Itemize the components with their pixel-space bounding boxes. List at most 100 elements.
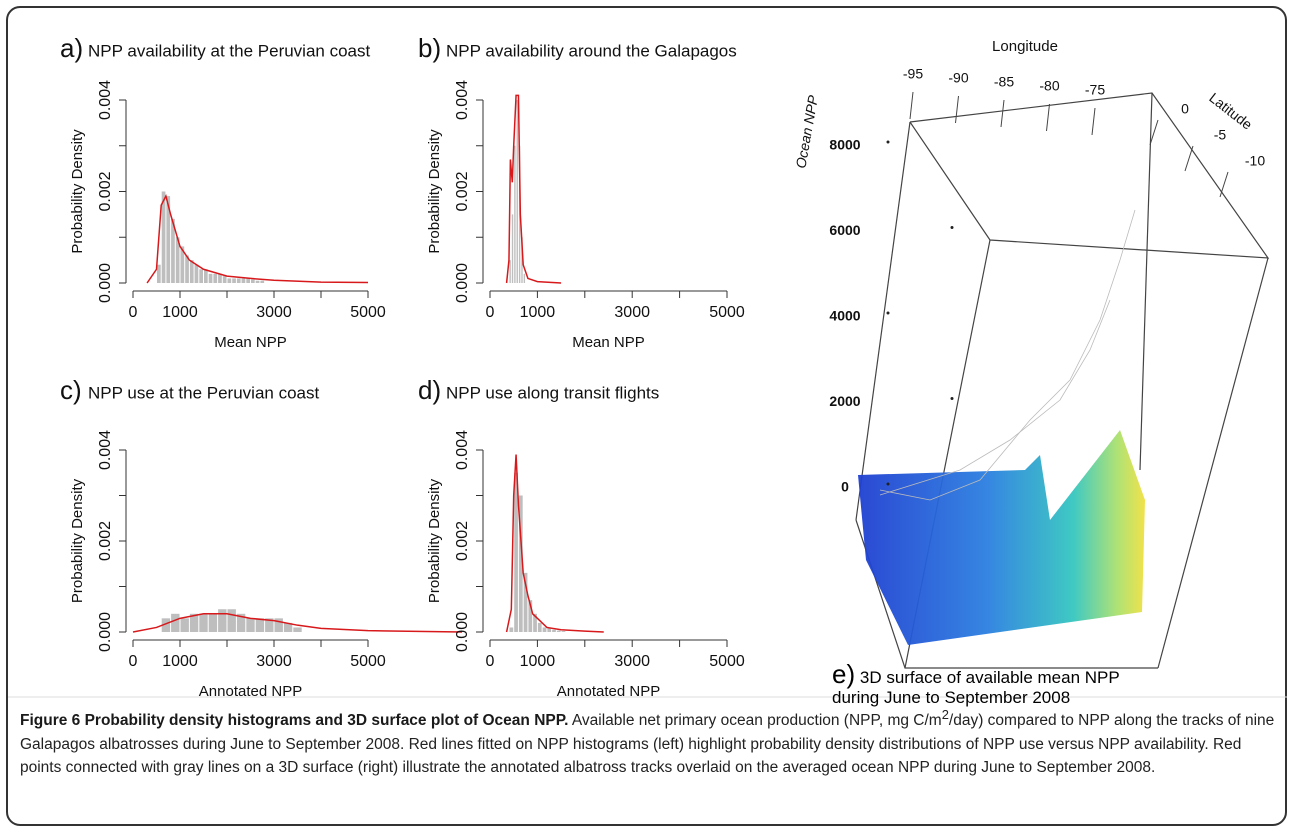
panel-title: NPP use at the Peruvian coast [88,383,319,402]
panel-label: d) [418,375,441,405]
y-tick-label: 0.004 [454,430,471,470]
density-line [505,454,604,633]
x-tick-label: 1000 [162,304,198,321]
z-tick-label: 4000 [829,308,860,324]
x-tick-label: 3000 [614,304,650,321]
bar [509,260,511,283]
x-tick-label: -75 [1085,82,1105,98]
y-tick-label: 0.002 [454,521,471,561]
x-tick-label: 0 [486,653,495,670]
z-tick-label: 8000 [829,137,860,153]
y-tick-label: -5 [1214,127,1227,143]
bar [552,629,556,632]
x-tick-label: -95 [903,66,923,82]
x-axis-label: Annotated NPP [199,683,302,700]
bar [204,269,208,283]
x-tick-label: -90 [948,70,968,86]
bar [518,495,523,632]
caption-heading: Figure 6 Probability density histograms … [20,712,569,730]
y-tick [1184,145,1194,172]
caption-sup: 2 [941,707,949,722]
x-tick-label: -85 [994,74,1014,90]
x-tick-label: 1000 [520,304,556,321]
z-tick [886,482,890,486]
x-axis-label: Mean NPP [572,334,645,351]
panel-title: NPP availability around the Galapagos [446,41,737,60]
track-lines [879,209,1136,501]
x-tick [1000,99,1005,128]
bar [241,278,246,283]
bar [199,613,208,632]
caption: Figure 6 Probability density histograms … [20,703,1275,780]
bar [542,627,547,632]
y-tick [1219,171,1229,198]
y-tick-label: 0.002 [97,171,114,211]
x-tick-label: 3000 [256,304,292,321]
x-tick [909,91,914,120]
density-line [505,94,562,284]
density-line [132,613,463,633]
density-line [146,193,369,284]
z-tick [886,140,890,144]
bar [293,627,302,632]
y-tick-label: 0.000 [454,263,471,303]
x-tick [955,95,959,124]
bar [213,273,218,283]
bar [175,237,180,283]
x-tick-label: 1000 [520,653,556,670]
bar [514,145,516,283]
bar [236,613,246,632]
panel-title: NPP use along transit flights [446,383,659,402]
bar [509,627,514,632]
x-tick-label: 0 [129,653,138,670]
z-tick [886,311,890,315]
bar [556,630,561,632]
x-tick-label: 3000 [614,653,650,670]
bar [274,618,283,632]
surface [858,430,1145,645]
z-tick-label: 6000 [829,222,860,238]
x-tick-label: 5000 [709,304,745,321]
bar [171,218,175,283]
y-axis-label: Probability Density [426,129,443,254]
y-tick-label: 0.004 [454,80,471,120]
y-tick-label: 0.000 [97,263,114,303]
x-tick-label: 5000 [350,304,386,321]
panel-e-title: e) 3D surface of available mean NPP duri… [832,661,1162,708]
y-axis-label: Probability Density [69,478,86,603]
caption-text: /day) compared to NPP along the tracks o… [20,712,1275,777]
z-tick-label: 2000 [829,393,860,409]
bar [523,572,528,632]
bar [189,613,199,632]
bar [171,613,180,632]
bar [157,264,161,283]
y-axis-label: Probability Density [426,478,443,603]
z-tick [950,226,954,229]
panel-title: NPP availability at the Peruvian coast [88,41,371,60]
bar [185,255,189,283]
bar [218,273,222,283]
y-tick-label: 0.004 [97,80,114,120]
bar [180,246,185,283]
bar [161,618,171,632]
y-axis-label: Probability Density [69,129,86,254]
y-tick-label: -10 [1245,153,1265,169]
x-tick-label: -80 [1039,78,1059,94]
bar [166,196,171,283]
bar [537,622,542,632]
bar [255,280,260,283]
bar [516,100,518,283]
bar [232,278,236,283]
panel-label: b) [418,33,441,63]
bar [523,273,526,283]
y-tick-label: 0 [1181,101,1189,117]
x-axis-label: Annotated NPP [557,683,660,700]
caption-text: Available net primary ocean production (… [568,712,942,730]
bar [521,237,523,283]
bar [222,276,227,283]
bar [227,278,232,283]
bar [246,618,255,632]
bar [265,618,274,632]
bar [528,600,533,632]
z-axis-label: Ocean NPP [792,93,821,169]
